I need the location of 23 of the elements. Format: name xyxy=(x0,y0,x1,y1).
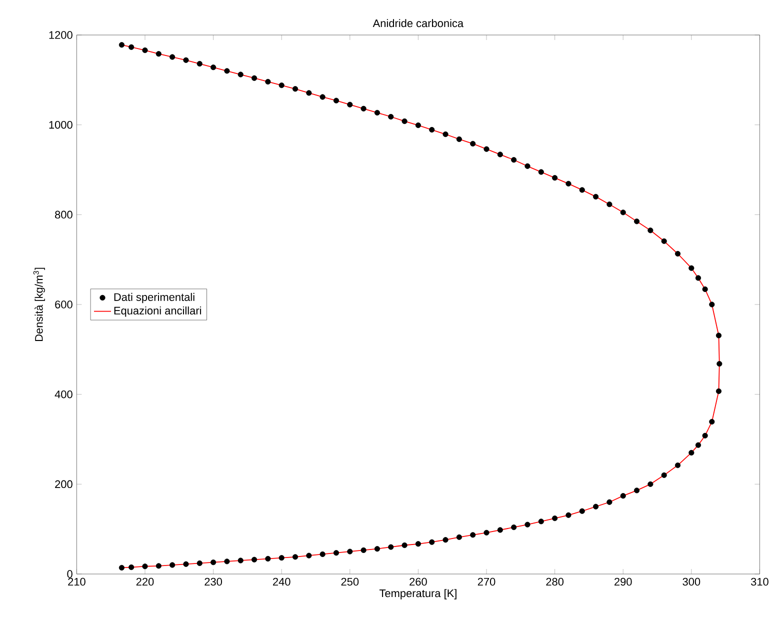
x-tick-label: 240 xyxy=(273,578,290,586)
x-tick-label: 250 xyxy=(341,578,359,586)
chart-title: Anidride carbonica xyxy=(372,19,464,28)
y-tick-label: 200 xyxy=(55,480,72,488)
x-tick-label: 270 xyxy=(478,578,496,586)
x-tick-label: 220 xyxy=(136,578,154,586)
x-tick-label: 290 xyxy=(614,578,632,586)
x-tick-label: 300 xyxy=(682,578,700,586)
x-tick-label: 230 xyxy=(204,578,222,586)
x-tick-label: 310 xyxy=(750,578,768,586)
x-tick-label: 260 xyxy=(410,578,427,586)
legend-label: Equazioni ancillari xyxy=(114,306,202,317)
y-axis-title: Densità [kg/m$^{3}$] xyxy=(33,268,45,341)
x-axis-title: Temperatura [K] xyxy=(379,589,456,600)
y-tick-label: 0 xyxy=(67,570,72,578)
x-tick-label: 210 xyxy=(68,578,86,586)
legend-label: Dati sperimentali xyxy=(114,292,194,304)
y-tick-label: 1200 xyxy=(49,31,72,39)
x-tick-label: 280 xyxy=(546,578,564,586)
y-tick-label: 800 xyxy=(55,210,72,219)
y-tick-label: 1000 xyxy=(49,120,72,129)
y-tick-label: 600 xyxy=(55,300,72,308)
y-tick-label: 400 xyxy=(54,390,72,398)
